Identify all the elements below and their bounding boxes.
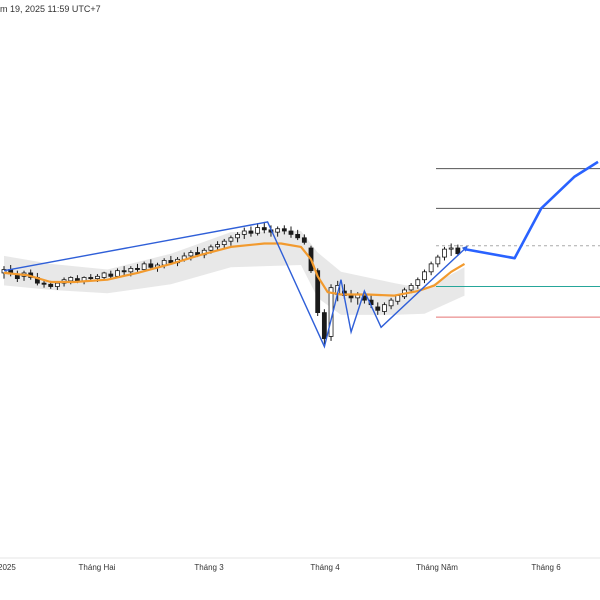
candle [281,225,287,235]
candle-body [215,244,220,248]
candle [88,274,94,281]
candle-body [428,263,434,273]
candle [148,259,154,270]
candle [101,271,107,280]
candle-body [388,299,394,307]
horizontal-levels [436,168,600,318]
candle [455,244,461,256]
candle-body [68,277,74,282]
candle-body [255,227,261,234]
candle-body [275,228,281,233]
candle-body [41,282,47,285]
candle-body [228,237,234,242]
candle [442,246,447,261]
candle-body [448,247,454,250]
candle-body [435,256,441,265]
candle-body [241,230,247,235]
zigzag-line [3,221,465,349]
candle-body [408,284,414,291]
candle-body [75,278,80,282]
candle [415,277,421,289]
candle-body [128,267,134,273]
candle [375,302,381,315]
candle [388,297,394,310]
candle [435,254,441,268]
candle [261,221,267,234]
candle-body [108,273,114,277]
candle-body [261,227,267,231]
candle-body [168,260,174,264]
candle-body [115,270,120,277]
x-axis: 2025 Tháng Hai Tháng 3 Tháng 4 Tháng Năm… [0,557,600,572]
candle [422,269,427,284]
candle [108,270,114,279]
candle [301,234,307,245]
candle-body [301,237,307,243]
candle [275,226,281,237]
x-tick-label: Tháng 4 [310,563,340,572]
moving-average-layer [3,242,466,297]
candle [382,302,387,315]
candle [121,266,127,276]
candle-body [221,240,227,245]
candle-body [95,275,100,280]
candle [295,229,301,241]
candle-body [395,295,401,302]
candle-body [188,252,194,257]
candle-body [288,230,294,235]
chart-timestamp: m 19, 2025 11:59 UTC+7 [0,4,101,14]
volatility-band [4,231,465,315]
candle [321,309,327,345]
candle-body [295,233,301,239]
candle [141,261,147,271]
candle-body [281,228,287,232]
candle [235,232,240,243]
candle [241,227,247,239]
candle-body [415,279,421,286]
candle-body [321,312,327,340]
projection-path [464,160,599,260]
candle-body [422,271,427,281]
candle-body [248,230,254,234]
candle-body [455,247,461,255]
projection-layer [464,160,599,260]
moving-average-line [3,242,466,297]
candle [54,282,60,290]
candle [221,238,227,250]
candle [215,241,220,251]
x-tick-label: Tháng Năm [416,563,458,572]
candle-body [54,282,60,287]
candle [448,243,454,256]
candle-body [442,248,447,258]
candle [135,263,140,272]
volatility-band-layer [4,231,465,315]
candle [248,226,254,237]
candle-body [315,270,321,313]
x-tick-label: Tháng 6 [531,563,561,572]
x-tick-label: 2025 [0,563,16,572]
candle-body [135,267,140,270]
candle-body [235,233,240,239]
candle [428,261,434,276]
candle [288,226,294,238]
x-tick-label: Tháng 3 [194,563,224,572]
candle [228,235,234,246]
candle-body [101,272,107,278]
candle-body [121,270,127,273]
candle-body [382,304,387,312]
candle-body [48,283,54,287]
candle-body [88,277,94,280]
x-tick-label: Tháng Hai [79,563,116,572]
candle-body [375,306,381,311]
candle [255,223,261,236]
candle-body [148,263,154,268]
candle-body [141,263,147,270]
candle-body [208,246,214,251]
